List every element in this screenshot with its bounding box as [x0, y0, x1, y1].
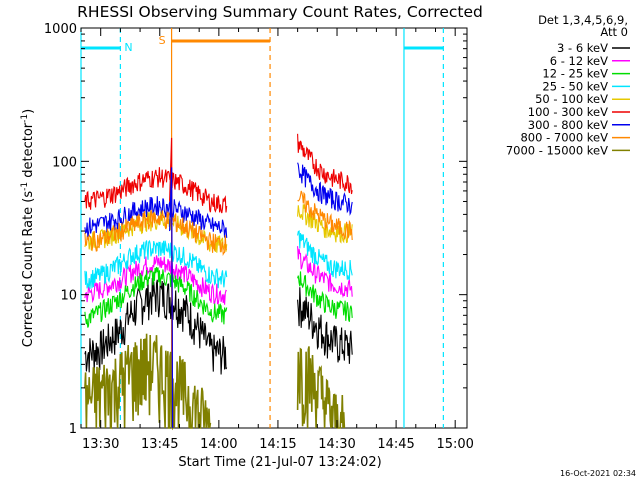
y-axis-label-part2: detector — [21, 122, 36, 182]
series-50-100-kev-segment-1 — [84, 211, 228, 253]
series-300-800-kev-segment-1 — [84, 196, 228, 239]
y-axis-label-part1: Corrected Count Rate (s — [21, 191, 36, 348]
x-tick-label-2: 14:00 — [200, 437, 237, 452]
series-3-6-kev-segment-2 — [297, 287, 353, 364]
flare-spike-300-800-kev — [169, 167, 174, 429]
saa-label: S — [159, 34, 166, 47]
x-tick-label-5: 14:45 — [377, 437, 414, 452]
x-tick-label-3: 14:15 — [259, 437, 296, 452]
legend-label-0: 3 - 6 keV — [557, 41, 608, 55]
series-6-12-kev-segment-1 — [84, 255, 227, 305]
series-300-800-kev-segment-2 — [297, 162, 353, 216]
series-7000-15000-kev-segment-1 — [84, 333, 212, 431]
series-100-300-kev-segment-1 — [84, 167, 228, 214]
legend-label-7: 800 - 7000 keV — [520, 131, 608, 145]
axis-ticks: 1 10 100 1000 13:30 13:45 14:00 14:15 14:30 14:45… — [44, 22, 474, 452]
x-tick-label-4: 14:30 — [318, 437, 355, 452]
legend-label-6: 300 - 800 keV — [528, 118, 608, 132]
chart-title: RHESSI Observing Summary Count Rates, Co… — [77, 3, 483, 21]
y-axis-label: Corrected Count Rate (s-1 detector-1) — [20, 109, 36, 347]
night-label: N — [124, 41, 132, 54]
x-tick-label-6: 15:00 — [436, 437, 473, 452]
x-axis-label: Start Time (21-Jul-07 13:24:02) — [178, 455, 381, 470]
y-tick-label-1: 10 — [60, 289, 77, 304]
series-800-7000-kev-segment-1 — [84, 209, 228, 256]
series-25-50-kev-segment-2 — [297, 230, 353, 280]
series-12-25-kev-segment-2 — [297, 271, 353, 322]
legend-header-line-1: Det 1,3,4,5,6,9, — [538, 13, 628, 27]
series-6-12-kev-segment-2 — [297, 246, 353, 298]
series-100-300-kev-segment-2 — [297, 133, 353, 195]
legend-label-2: 12 - 25 keV — [542, 67, 608, 81]
series-25-50-kev-segment-1 — [84, 239, 228, 290]
legend-label-5: 100 - 300 keV — [528, 105, 608, 119]
y-tick-label-0: 1 — [69, 422, 77, 437]
x-tick-label-0: 13:30 — [82, 437, 119, 452]
legend-header-line-2: Att 0 — [600, 25, 628, 39]
y-axis-label-sup2: -1 — [20, 114, 30, 123]
series-layer — [84, 133, 353, 431]
legend-label-1: 6 - 12 keV — [550, 54, 608, 68]
series-3-6-kev-segment-1 — [84, 277, 228, 375]
legend-label-8: 7000 - 15000 keV — [506, 143, 608, 157]
series-12-25-kev-segment-1 — [84, 266, 228, 328]
y-axis-label-part3: ) — [21, 109, 36, 114]
x-tick-label-1: 13:45 — [141, 437, 178, 452]
y-tick-label-3: 1000 — [44, 22, 77, 37]
y-axis-label-group: Corrected Count Rate (s-1 detector-1) — [20, 109, 36, 347]
legend-label-3: 25 - 50 keV — [542, 79, 608, 93]
y-tick-label-2: 100 — [52, 155, 77, 170]
legend-label-4: 50 - 100 keV — [535, 92, 608, 106]
y-axis-label-sup1: -1 — [20, 182, 30, 191]
series-800-7000-kev-segment-2 — [297, 190, 353, 241]
footer-timestamp: 16-Oct-2021 02:34 — [560, 469, 636, 478]
